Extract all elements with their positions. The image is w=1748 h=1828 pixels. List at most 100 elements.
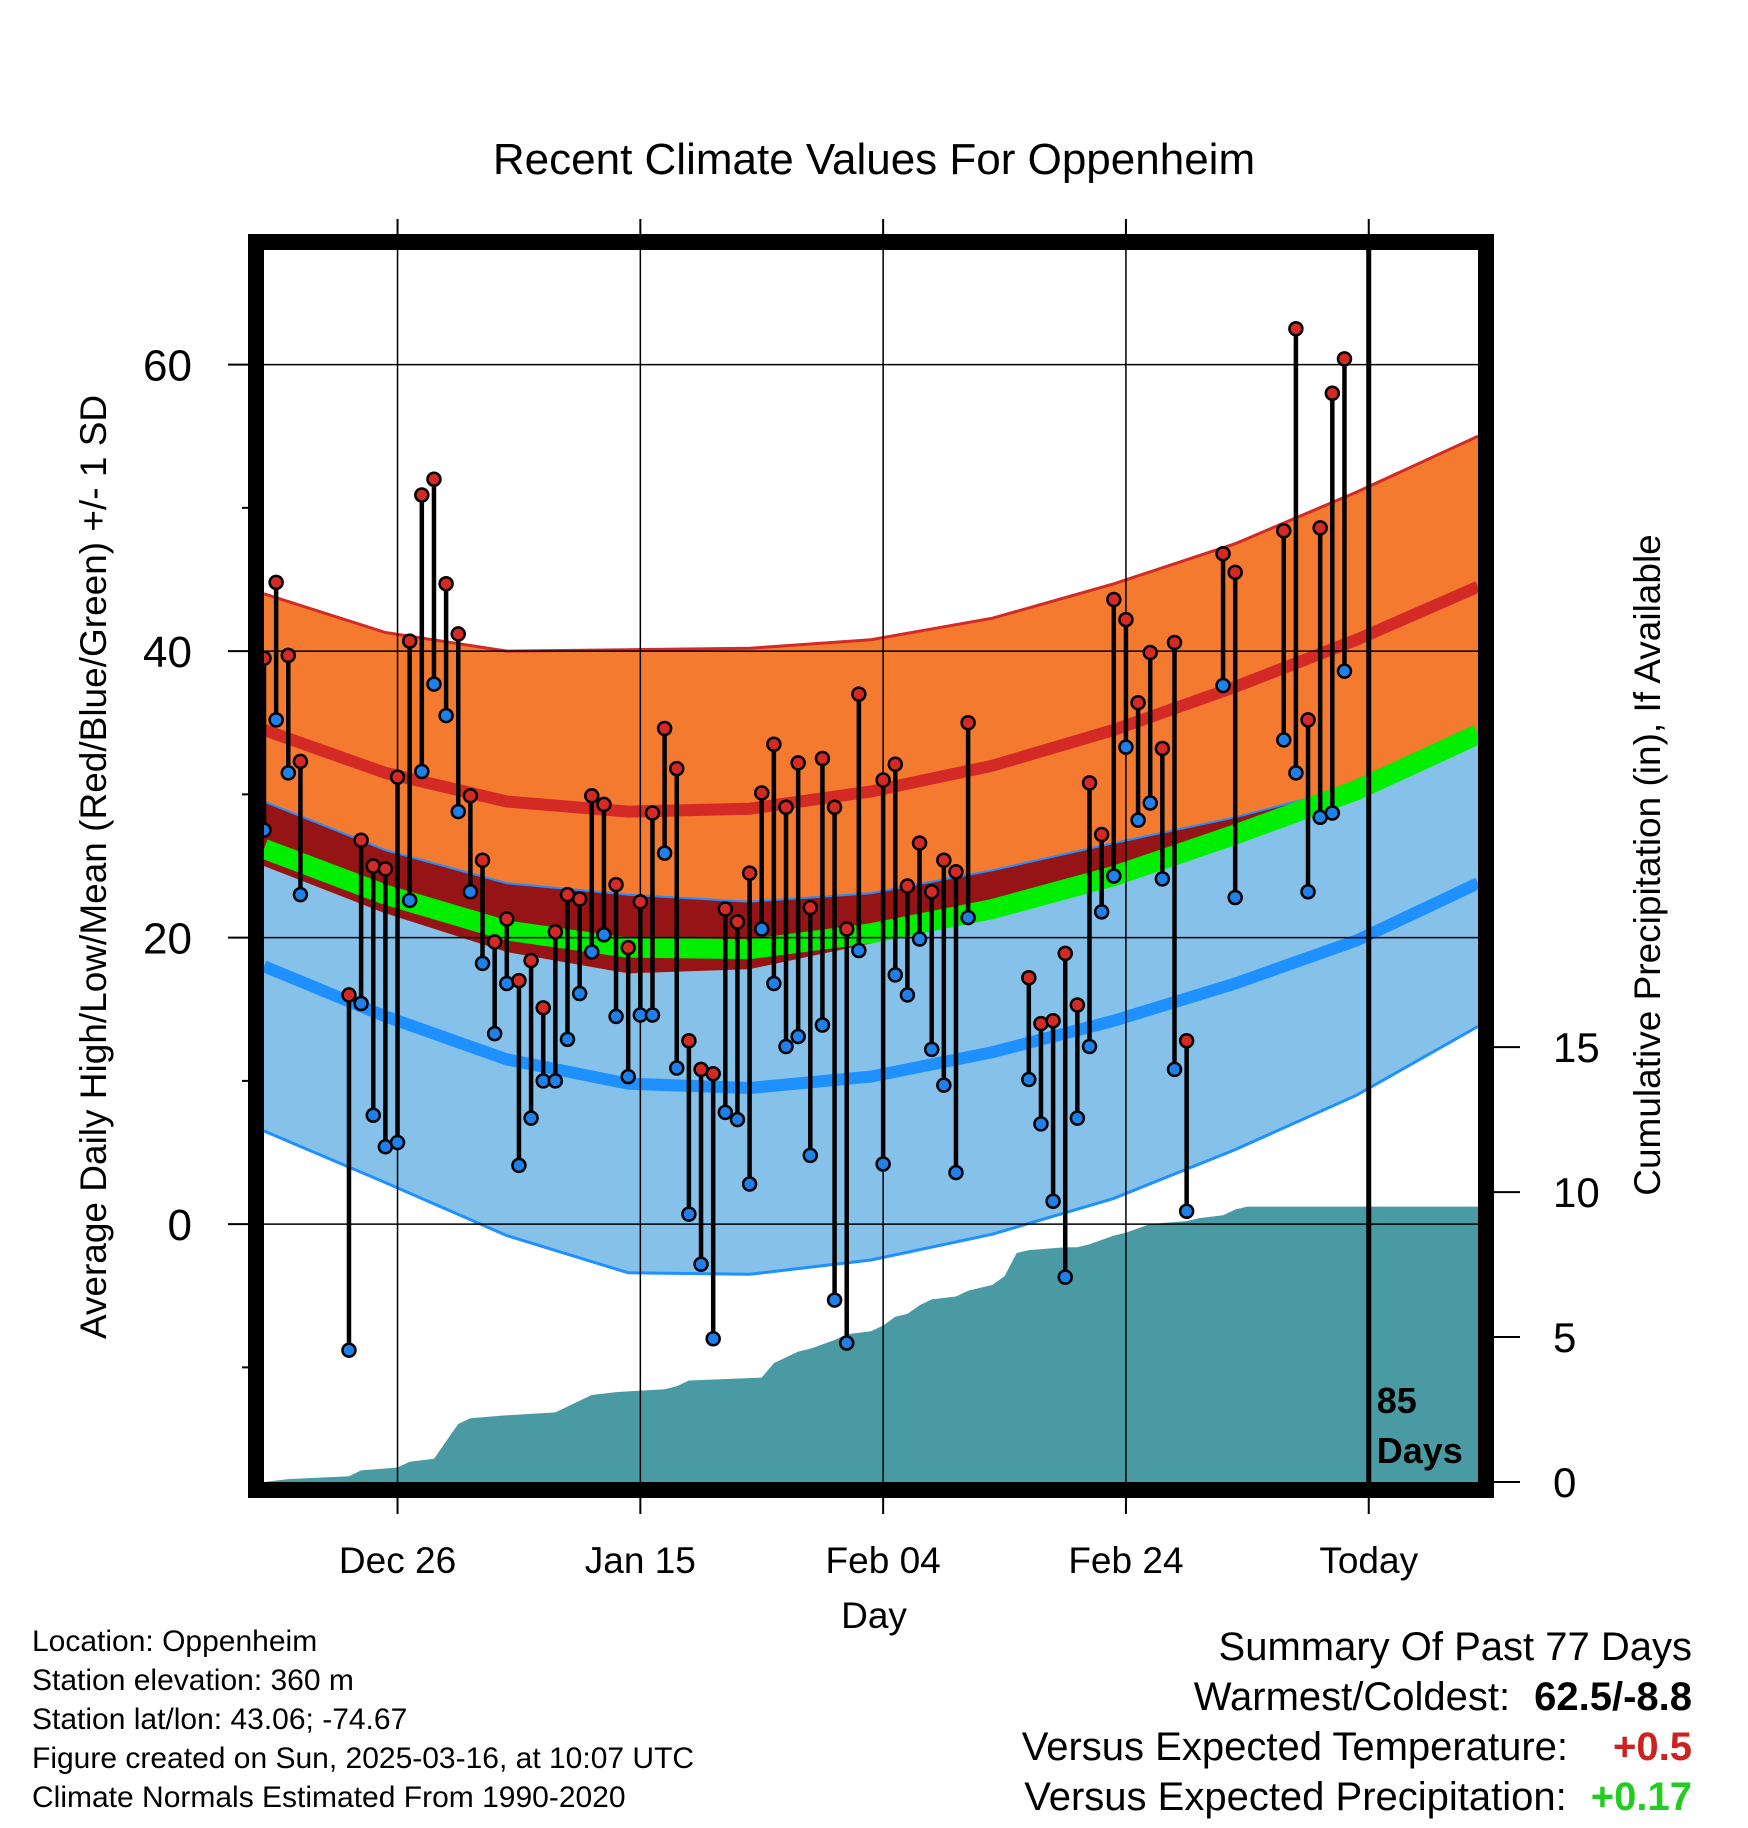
obs-high-point [1093,826,1110,843]
obs-low-point [669,1060,685,1076]
obs-high-point [644,805,661,821]
summary-precip-row: Versus Expected Precipitation: +0.17 [1022,1772,1692,1822]
y-axis-label: Average Daily High/Low/Mean (Red/Blue/Gr… [73,395,114,1339]
temp-value: +0.5 [1613,1725,1692,1769]
obs-high-point [377,861,394,877]
obs-high-point [656,720,673,737]
x-tick-label: Feb 24 [1068,1540,1183,1581]
temp-label: Versus Expected Temperature: [1021,1725,1568,1769]
normal-mean-line [264,725,1478,960]
obs-low-point [450,803,466,820]
obs-high-point [1045,1012,1061,1029]
obs-high-point [899,878,916,894]
obs-low-point [717,1104,734,1121]
obs-high-point [778,799,794,816]
obs-high-point [814,750,831,767]
obs-low-point [851,942,867,959]
obs-low-point [936,1077,952,1093]
obs-high-point [1166,634,1183,651]
obs-high-point [438,576,454,592]
obs-low-point [753,921,770,937]
obs-low-point [486,1025,503,1042]
obs-low-point [401,892,418,909]
obs-low-point [1081,1038,1098,1055]
obs-high-point [1069,997,1086,1013]
obs-low-point [1106,868,1122,884]
station-info: Location: Oppenheim Station elevation: 3… [32,1622,694,1817]
obs-high-point [1021,969,1037,986]
obs-low-point [1166,1061,1183,1078]
obs-high-point [741,865,758,881]
obs-high-point [753,785,770,801]
low-sd-upper-edge [264,738,1478,903]
obs-high-point [887,756,904,773]
obs-high-point [632,894,649,910]
obs-low-point [596,927,612,943]
obs-low-point [280,765,297,781]
normal-low-line [264,877,1478,1095]
obs-high-point [486,934,503,950]
obs-low-point [656,845,673,861]
obs-high-point [1154,740,1171,757]
obs-low-point [1021,1071,1037,1088]
obs-low-point [559,1031,576,1048]
obs-low-point [911,931,928,947]
obs-low-point [268,712,284,728]
obs-high-point [401,633,418,649]
obs-high-point [681,1033,697,1049]
y-tick-label: 60 [143,342,192,391]
obs-low-point [499,975,515,992]
y2-tick-label: 10 [1553,1169,1600,1216]
precip-value: +0.17 [1590,1775,1692,1819]
obs-high-point [1142,644,1158,661]
obs-low-point [571,985,588,1002]
obs-high-point [450,626,466,642]
obs-high-point [571,891,588,907]
obs-low-point [741,1176,758,1192]
obs-high-point [1227,564,1243,581]
obs-low-point [547,1073,564,1089]
obs-low-point [1276,732,1292,748]
warm-cold-value: 62.5/-8.8 [1534,1675,1692,1719]
obs-low-point [511,1157,527,1174]
obs-low-point [899,987,916,1003]
obs-high-point [1033,1015,1049,1032]
obs-low-point [341,1342,357,1358]
obs-high-point [826,799,843,816]
x-tick-label: Jan 15 [585,1540,696,1581]
obs-high-point [547,924,564,940]
obs-low-point [644,1007,661,1023]
obs-high-point [353,832,369,848]
obs-high-point [936,852,952,869]
obs-low-point [1142,795,1158,811]
y-tick-label: 20 [143,915,192,964]
obs-low-point [1118,739,1134,755]
obs-low-point [608,1008,624,1025]
obs-low-point [681,1206,697,1222]
y2-tick-label: 5 [1553,1314,1576,1361]
obs-high-point [1057,945,1073,962]
obs-low-point [1045,1193,1061,1209]
obs-high-point [1324,385,1341,402]
x-tick-label: Dec 26 [339,1540,456,1581]
plot-frame [248,234,1494,1498]
obs-high-point [268,574,284,591]
plot-border [248,234,1494,1498]
low-sd-lower-edge [264,1025,1478,1276]
obs-low-point [1033,1116,1049,1132]
y2-tick-label: 15 [1553,1024,1600,1071]
obs-high-point [1130,694,1146,711]
obs-high-point [1081,775,1098,791]
obs-high-point [365,858,382,874]
created-text: Figure created on Sun, 2025-03-16, at 10… [32,1742,695,1775]
obs-high-point [1276,523,1292,539]
obs-low-point [584,944,600,960]
obs-high-point [535,1000,551,1016]
obs-high-point [608,876,624,893]
days-label: 85 [1377,1380,1417,1421]
obs-high-point [1178,1033,1195,1049]
obs-low-point [438,707,454,724]
obs-low-point [620,1068,636,1085]
obs-low-point [778,1038,794,1055]
